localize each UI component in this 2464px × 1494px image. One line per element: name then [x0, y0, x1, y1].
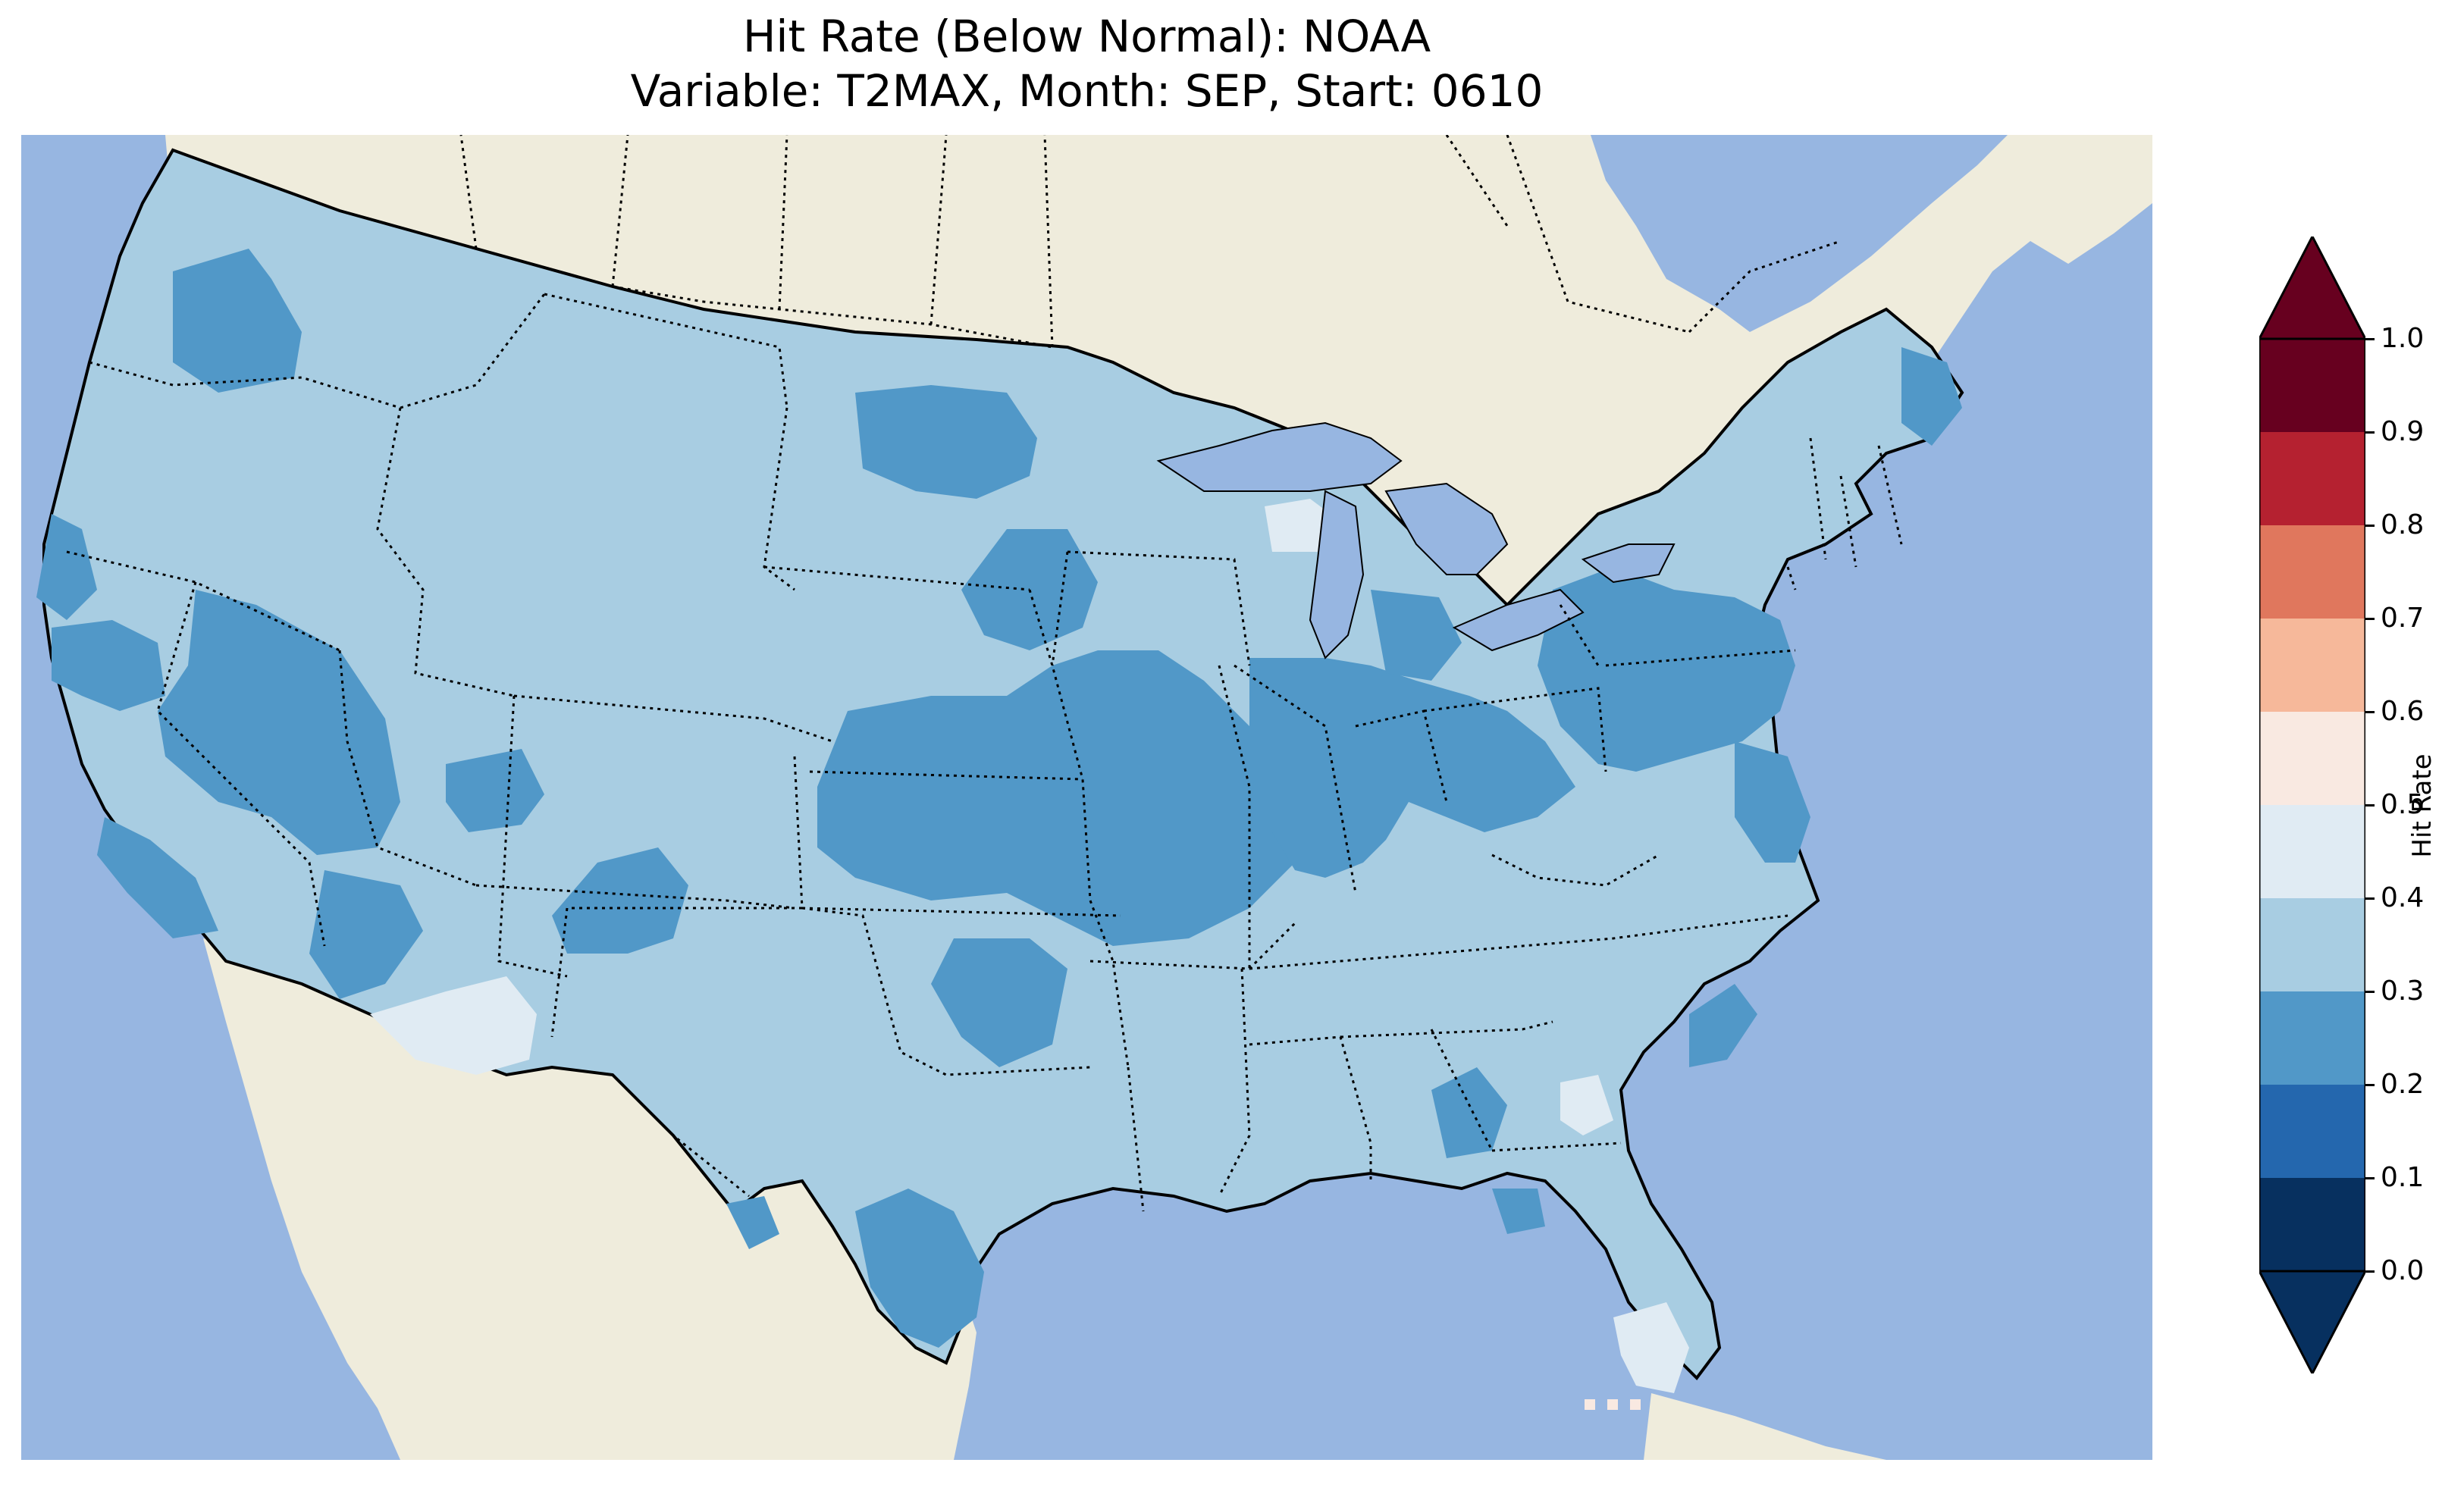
colorbar-tick-label: 0.3: [2381, 976, 2425, 1007]
colorbar-tick-label: 0.0: [2381, 1255, 2425, 1286]
great-lakes: [1156, 421, 1676, 659]
colorbar-tick-label: 0.7: [2381, 603, 2425, 634]
colorbar-bin: [2259, 432, 2365, 525]
colorbar-bin: [2259, 619, 2365, 712]
colorbar-bin: [2259, 991, 2365, 1085]
colorbar-bin: [2259, 805, 2365, 898]
colorbar-tick-label: 0.6: [2381, 696, 2425, 727]
colorbar-tick-label: 0.2: [2381, 1069, 2425, 1100]
hit-rate-0.2-0.3-regions: [36, 249, 1962, 1348]
hit-rate-0.5-0.6-regions: [1585, 1399, 1641, 1410]
colorbar-bin: [2259, 339, 2365, 432]
cuba-land: [1644, 1393, 1886, 1460]
colorbar-tick-mark: [2365, 1084, 2375, 1086]
colorbar-tick-mark: [2365, 1177, 2375, 1179]
colorbar-bin: [2259, 525, 2365, 619]
colorbar-tick-label: 1.0: [2381, 323, 2425, 354]
colorbar-tick-mark: [2365, 525, 2375, 527]
map-svg: [21, 135, 2152, 1460]
colorbar-bins: [2259, 339, 2365, 1271]
colorbar-bin: [2259, 712, 2365, 805]
map-panel: [21, 135, 2152, 1460]
colorbar-extend-top: [2259, 236, 2365, 340]
colorbar-tick-mark: [2365, 338, 2375, 340]
colorbar-tick-mark: [2365, 1270, 2375, 1273]
colorbar-tick-mark: [2365, 711, 2375, 713]
colorbar-tick-mark: [2365, 991, 2375, 993]
baja-land: [211, 938, 442, 1424]
colorbar: [2259, 236, 2365, 1373]
colorbar-tick-label: 0.4: [2381, 882, 2425, 913]
colorbar-bin: [2259, 1085, 2365, 1178]
chart-subtitle: Variable: T2MAX, Month: SEP, Start: 0610: [630, 65, 1544, 117]
colorbar-bin: [2259, 898, 2365, 991]
colorbar-tick-mark: [2365, 897, 2375, 900]
colorbar-tick-label: 0.9: [2381, 416, 2425, 447]
colorbar-tick-label: 0.5: [2381, 789, 2425, 820]
state-borders: [66, 293, 1903, 1212]
international-borders: [459, 135, 1842, 1198]
colorbar-extend-bottom: [2259, 1270, 2365, 1373]
colorbar-bin: [2259, 1178, 2365, 1271]
colorbar-tick-mark: [2365, 804, 2375, 807]
colorbar-tick-label: 0.8: [2381, 509, 2425, 540]
chart-title: Hit Rate (Below Normal): NOAA: [742, 11, 1431, 62]
colorbar-tick-mark: [2365, 431, 2375, 434]
colorbar-tick-mark: [2365, 618, 2375, 620]
colorbar-tick-label: 0.1: [2381, 1162, 2425, 1193]
hit-rate-0.4-0.5-regions: [370, 499, 1689, 1393]
